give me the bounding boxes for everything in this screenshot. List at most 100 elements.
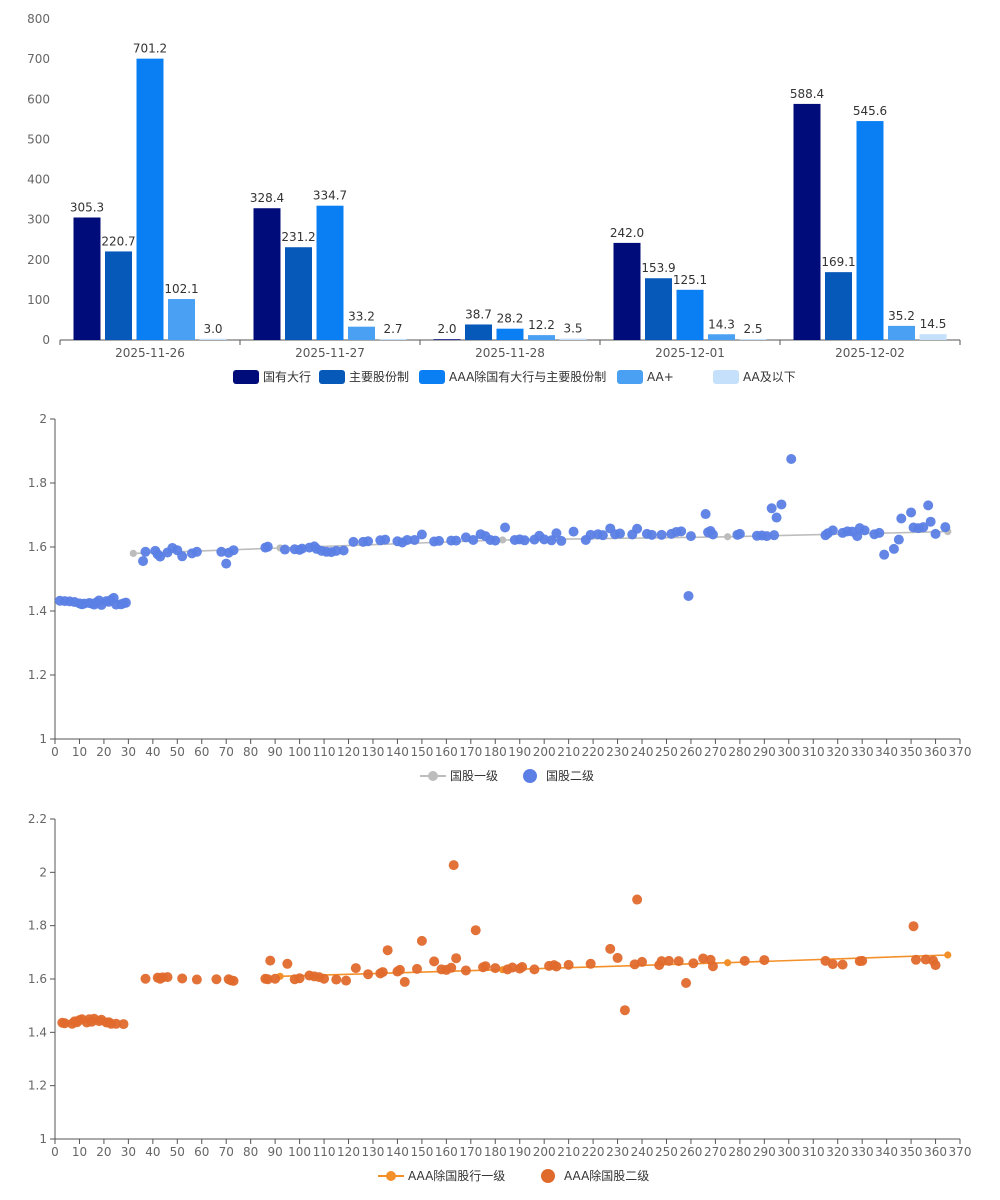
scatter-point [857, 955, 868, 966]
scatter-point [908, 921, 919, 932]
x-tick-label: 190 [508, 745, 531, 759]
x-tick-label: 280 [728, 1145, 751, 1159]
bar [888, 325, 915, 340]
scatter-point [683, 590, 694, 601]
bar-value-label: 242.0 [610, 226, 644, 240]
bar-value-label: 328.4 [250, 191, 284, 205]
x-tick-label: 70 [219, 1145, 234, 1159]
y-tick-label: 1.2 [28, 668, 47, 682]
x-tick-label: 150 [410, 1145, 433, 1159]
x-tick-label: 20 [96, 745, 111, 759]
scatter-point [517, 962, 528, 972]
bar [645, 278, 672, 340]
bar [285, 247, 312, 340]
x-tick-label: 30 [121, 1145, 136, 1159]
bar-value-label: 2.0 [437, 322, 456, 336]
x-tick-label: 120 [337, 1145, 360, 1159]
bar [856, 121, 884, 340]
scatter-point [460, 965, 471, 976]
scatter-point [451, 535, 462, 546]
scatter-point [585, 529, 596, 540]
x-tick-label: 350 [900, 745, 923, 759]
x-tick-label: 280 [728, 745, 751, 759]
bar [676, 289, 704, 340]
legend-marker [541, 1169, 555, 1183]
scatter-point [331, 974, 342, 985]
x-tick-label: 360 [924, 1145, 947, 1159]
y-tick-label: 700 [27, 52, 50, 66]
scatter-point [551, 528, 562, 539]
x-tick-label: 90 [267, 1145, 282, 1159]
scatter-chart-aaa: 11.21.41.61.822.20 10 20 30 40 50 60 70 80 90 100 1… [28, 812, 972, 1183]
x-tick-label: 10 [72, 1145, 87, 1159]
bar-value-label: 38.7 [465, 307, 492, 321]
scatter-point [228, 545, 239, 556]
scatter-point [394, 964, 405, 975]
scatter-point [615, 528, 626, 539]
legend-label: AAA除国股行一级 [408, 1168, 505, 1183]
bar-value-label: 701.2 [133, 42, 167, 56]
x-tick-label: 50 [170, 745, 185, 759]
scatter-point [191, 546, 202, 557]
legend-label: AA及以下 [743, 370, 796, 384]
x-tick-label: 2025-12-02 [835, 346, 905, 360]
scatter-point [59, 1018, 70, 1029]
scatter-point [434, 535, 445, 546]
scatter-point [852, 531, 863, 542]
legend-marker [523, 769, 537, 783]
bar-value-label: 102.1 [164, 282, 198, 296]
scatter-point [585, 958, 596, 969]
bar [199, 338, 227, 340]
y-tick-label: 800 [27, 12, 50, 26]
bar-value-label: 588.4 [790, 87, 824, 101]
scatter-point [468, 534, 479, 545]
x-tick-label: 140 [386, 1145, 409, 1159]
scatter-point [656, 956, 667, 967]
x-tick-label: 210 [557, 745, 580, 759]
bar-value-label: 334.7 [313, 189, 347, 203]
x-tick-label: 110 [313, 745, 336, 759]
scatter-point [111, 1018, 122, 1029]
scatter-point [707, 961, 718, 972]
scatter-point [923, 500, 934, 511]
bar [496, 328, 524, 340]
scatter-point [632, 523, 643, 534]
series-line [279, 954, 948, 978]
legend-swatch [233, 370, 259, 384]
x-tick-label: 170 [459, 1145, 482, 1159]
y-tick-label: 500 [27, 132, 50, 146]
scatter-point [539, 534, 550, 545]
scatter-point [906, 507, 917, 518]
x-tick-label: 320 [826, 1145, 849, 1159]
bar-value-label: 220.7 [101, 234, 135, 248]
scatter-point [681, 978, 692, 988]
y-tick-label: 1.4 [28, 1025, 47, 1039]
bar-value-label: 545.6 [853, 104, 887, 118]
bar-value-label: 125.1 [673, 273, 707, 287]
scatter-point [490, 963, 501, 974]
x-tick-label: 300 [777, 1145, 800, 1159]
scatter-point [155, 551, 166, 562]
x-tick-label: 240 [631, 1145, 654, 1159]
x-tick-label: 40 [145, 1145, 160, 1159]
scatter-point [470, 925, 481, 936]
legend-swatch [419, 370, 445, 384]
scatter-point [341, 975, 352, 986]
x-tick-label: 160 [435, 745, 458, 759]
scatter-point [879, 549, 890, 560]
scatter-point [619, 1005, 630, 1016]
legend-label: 国股二级 [546, 769, 594, 783]
x-tick-label: 250 [655, 745, 678, 759]
scatter-point [786, 454, 797, 464]
scatter-point [319, 973, 330, 984]
x-tick-label: 160 [435, 1145, 458, 1159]
y-tick-label: 1.6 [28, 540, 47, 554]
scatter-point [348, 536, 359, 547]
x-tick-label: 130 [362, 1145, 385, 1159]
scatter-point [216, 546, 227, 557]
scatter-point [211, 974, 222, 985]
x-tick-label: 370 [949, 1145, 972, 1159]
scatter-point [294, 973, 305, 984]
y-tick-label: 2 [39, 412, 47, 426]
bar [613, 242, 641, 340]
